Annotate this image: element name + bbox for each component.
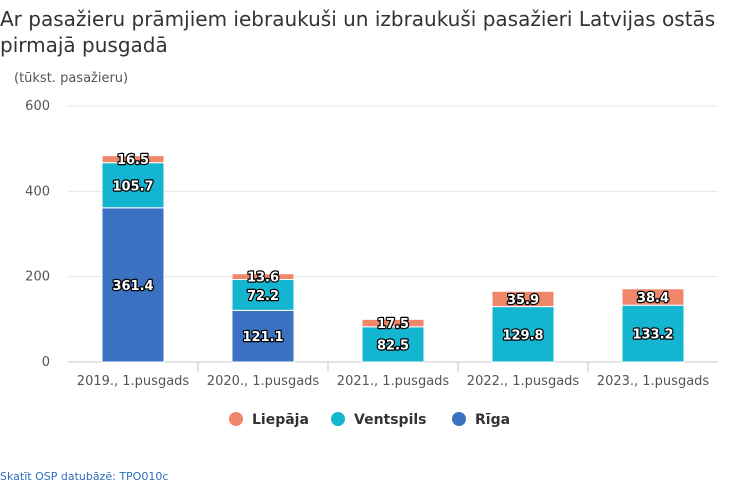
bar-segment[interactable] bbox=[231, 279, 295, 311]
data-label: 72.2 bbox=[247, 289, 279, 304]
bar-segment[interactable] bbox=[621, 288, 685, 306]
bar-segment[interactable] bbox=[101, 162, 165, 209]
x-tick-label: 2021., 1.pusgads bbox=[337, 374, 450, 389]
source-database-link[interactable]: Skatīt OSP datubāzē: TPO010c bbox=[0, 470, 169, 483]
x-tick-label: 2020., 1.pusgads bbox=[207, 374, 320, 389]
legend-marker bbox=[331, 412, 345, 426]
data-label: 35.9 bbox=[507, 293, 539, 308]
data-label: 38.4 bbox=[637, 291, 669, 306]
y-axis-unit-label: (tūkst. pasažieru) bbox=[14, 71, 128, 86]
data-label: 82.5 bbox=[377, 338, 409, 353]
bar-segment[interactable] bbox=[491, 306, 555, 363]
legend: Liepāja Ventspils Rīga bbox=[229, 412, 510, 428]
legend-marker bbox=[229, 412, 243, 426]
data-label: 13.6 bbox=[247, 271, 279, 286]
data-label: 121.1 bbox=[242, 330, 283, 345]
legend-marker bbox=[452, 412, 466, 426]
data-labels: 361.4 105.7 16.5 121.1 72.2 13.6 82.5 17.5 129.8… bbox=[111, 152, 675, 355]
data-label: 133.2 bbox=[632, 328, 673, 343]
legend-item[interactable]: Rīga bbox=[452, 412, 510, 428]
bar-segment[interactable] bbox=[361, 326, 425, 363]
bar-segment[interactable] bbox=[101, 155, 165, 164]
bars bbox=[101, 155, 685, 363]
bar-segment[interactable] bbox=[491, 290, 555, 308]
legend-label: Rīga bbox=[475, 412, 510, 428]
legend-item[interactable]: Ventspils bbox=[331, 412, 427, 428]
x-tick-label: 2023., 1.pusgads bbox=[597, 374, 710, 389]
x-tick-label: 2022., 1.pusgads bbox=[467, 374, 580, 389]
data-label: 17.5 bbox=[377, 317, 409, 332]
bar-segment[interactable] bbox=[361, 318, 425, 328]
legend-label: Ventspils bbox=[354, 412, 427, 428]
y-tick-label: 600 bbox=[25, 99, 50, 114]
y-tick-label: 200 bbox=[25, 270, 50, 285]
y-tick-label: 0 bbox=[42, 355, 50, 370]
data-label: 16.5 bbox=[117, 153, 149, 168]
bar-segment[interactable] bbox=[621, 304, 685, 363]
x-axis-ticks: 2019., 1.pusgads 2020., 1.pusgads 2021., 1… bbox=[77, 362, 710, 389]
bar-segment[interactable] bbox=[231, 309, 295, 363]
data-label: 129.8 bbox=[502, 328, 543, 343]
legend-item[interactable]: Liepāja bbox=[229, 412, 309, 428]
data-label: 105.7 bbox=[112, 179, 153, 194]
y-tick-label: 400 bbox=[25, 184, 50, 199]
data-label: 361.4 bbox=[112, 279, 153, 294]
legend-label: Liepāja bbox=[252, 412, 309, 428]
bar-segment[interactable] bbox=[231, 273, 295, 281]
x-tick-label: 2019., 1.pusgads bbox=[77, 374, 190, 389]
chart-title: Ar pasažieru prāmjiem iebraukuši un izbr… bbox=[0, 7, 716, 57]
y-axis-ticks: 0 200 400 600 bbox=[25, 99, 50, 370]
